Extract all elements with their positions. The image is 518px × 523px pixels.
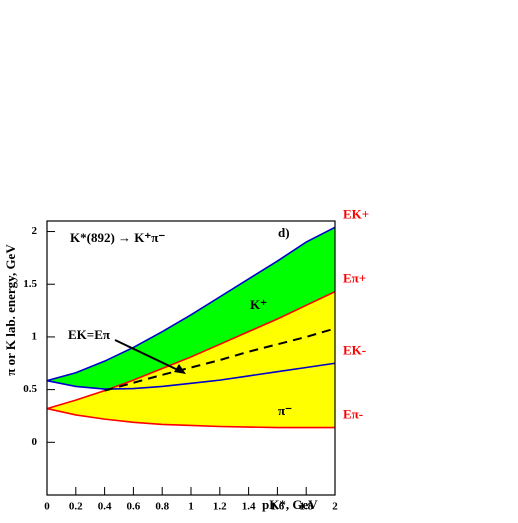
series-line [46, 407, 335, 429]
arrow [114, 339, 181, 372]
x-tick-label: 1.6 [271, 501, 285, 513]
x-tick-label: 0.2 [69, 501, 83, 513]
curves [46, 226, 336, 429]
y-tick-label: 0.5 [23, 383, 37, 395]
y-tick-label: 2 [32, 225, 38, 237]
series-line [104, 327, 336, 392]
arrow-head [174, 364, 186, 374]
x-tick-label: 1.8 [299, 501, 313, 513]
panel-label: d) [278, 225, 290, 240]
legend-label: Eπ- [343, 407, 363, 422]
legend-label: EK+ [343, 206, 369, 221]
y-tick-label: 1.5 [23, 278, 37, 290]
chart-title: K*(892) → K⁺π⁻ [70, 230, 165, 245]
series-line [46, 362, 336, 390]
series-line [46, 290, 336, 410]
y-tick-label: 0 [32, 436, 38, 448]
x-tick-label: 0.4 [98, 501, 112, 513]
x-tick-label: 0 [44, 501, 50, 513]
x-tick-label: 1.2 [213, 501, 227, 513]
x-tick-label: 0.8 [155, 501, 169, 513]
x-tick-label: 1.4 [242, 501, 256, 513]
series-line [46, 226, 336, 382]
y-axis-label: π or K lab. energy, GeV [3, 244, 18, 376]
annotation: EK=Eπ [68, 327, 110, 342]
x-tick-label: 0.6 [127, 501, 141, 513]
legend-label: EK- [343, 342, 366, 357]
annotation: K⁺ [250, 297, 267, 312]
y-tick-label: 1 [32, 330, 38, 342]
x-axis-label: pK*, GeV [262, 497, 318, 512]
x-tick-label: 1 [188, 501, 194, 513]
x-tick-label: 2 [332, 501, 338, 513]
annotation: π⁻ [278, 403, 292, 418]
legend-label: Eπ+ [343, 271, 366, 286]
